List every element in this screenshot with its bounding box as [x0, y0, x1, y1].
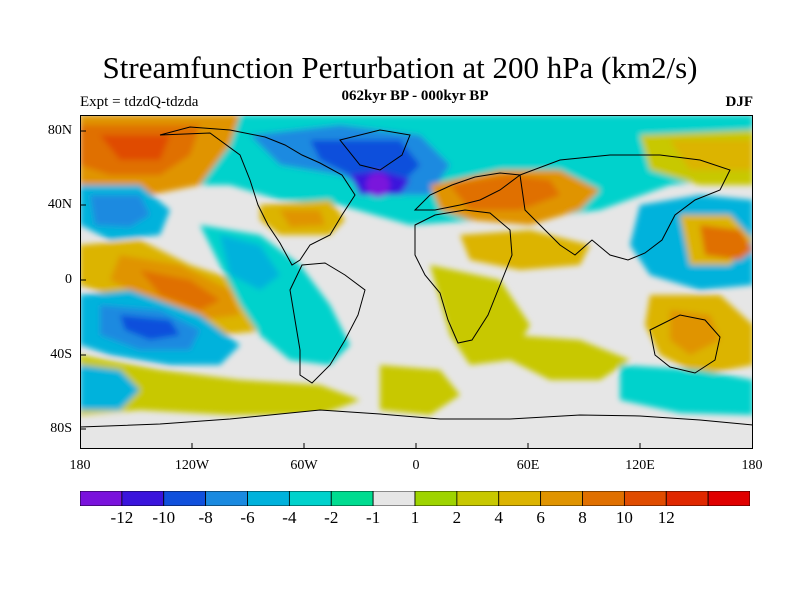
- colorbar-swatch: [498, 491, 542, 506]
- colorbar-swatch: [582, 491, 625, 506]
- colorbar-label: 6: [536, 508, 545, 527]
- colorbar-label: 2: [452, 508, 462, 527]
- colorbar-label: 1: [410, 508, 420, 527]
- colorbar-swatch: [540, 491, 583, 506]
- colorbar-label: 12: [657, 508, 675, 527]
- colorbar-swatch: [414, 491, 458, 506]
- colorbar-swatch: [288, 491, 332, 506]
- lon-tick-0: 0: [412, 458, 420, 473]
- lat-tick-80s: 80S: [50, 421, 72, 436]
- colorbar-swatch: [163, 491, 207, 506]
- colorbar-swatch: [247, 491, 290, 506]
- colorbar-swatch: [205, 491, 248, 506]
- lon-tick-120e: 120E: [625, 458, 655, 473]
- antarctica: [80, 410, 753, 449]
- lon-tick-180w: 180: [69, 458, 91, 473]
- lon-tick-60e: 60E: [516, 458, 540, 473]
- experiment-label: Expt = tdzdQ-tdzda: [80, 94, 199, 110]
- colorbar-label: 4: [494, 508, 504, 527]
- colorbar-label: -10: [152, 508, 176, 527]
- lat-tick-40n: 40N: [47, 197, 72, 212]
- colorbar-swatch: [623, 491, 667, 506]
- colorbar-label: -8: [198, 508, 213, 527]
- season-label: DJF: [725, 94, 754, 110]
- chart-subtitle: 062kyr BP - 000kyr BP: [341, 88, 489, 104]
- colorbar-swatch: [665, 491, 709, 506]
- colorbar-swatch: [80, 491, 123, 506]
- colorbar-swatch: [456, 491, 500, 506]
- colorbar-label: 8: [578, 508, 587, 527]
- lon-tick-120w: 120W: [174, 458, 210, 473]
- coastlines: [80, 126, 753, 428]
- lat-tick-0: 0: [65, 272, 72, 287]
- colorbar-label: 10: [615, 508, 633, 527]
- colorbar-swatch: [707, 491, 750, 506]
- colorbar-swatch: [121, 491, 165, 506]
- lon-tick-180e: 180: [741, 458, 763, 473]
- map-plot: [80, 115, 753, 449]
- lat-tick-40s: 40S: [50, 347, 72, 362]
- chart-title: Streamfunction Perturbation at 200 hPa (…: [102, 50, 698, 85]
- colorbar-label: -12: [110, 508, 134, 527]
- colorbar-swatch: [372, 491, 416, 506]
- colorbar-label: -1: [366, 508, 381, 527]
- colorbar-label: -2: [324, 508, 339, 527]
- contour-fill: [80, 115, 753, 415]
- lon-tick-60w: 60W: [290, 458, 318, 473]
- lat-tick-80n: 80N: [47, 123, 72, 138]
- colorbar: [80, 491, 750, 506]
- colorbar-swatch: [330, 491, 374, 506]
- colorbar-label: -4: [282, 508, 297, 527]
- tick-marks: [80, 130, 641, 449]
- colorbar-label: -6: [240, 508, 255, 527]
